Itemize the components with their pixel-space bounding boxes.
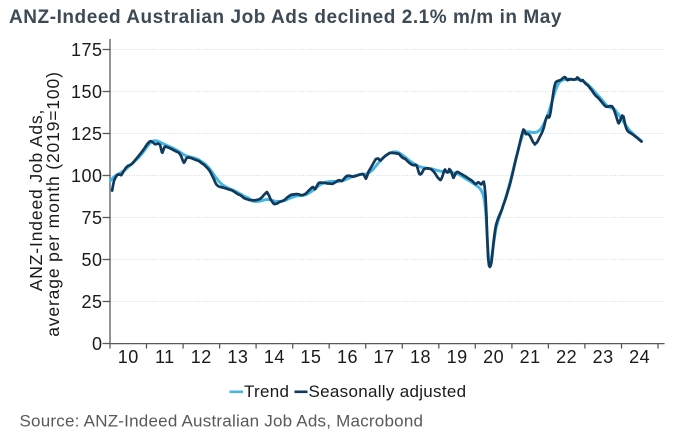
svg-text:100: 100 [71,166,103,186]
svg-text:22: 22 [556,347,577,367]
svg-text:25: 25 [81,292,102,312]
svg-text:17: 17 [373,347,394,367]
svg-text:12: 12 [191,347,212,367]
svg-text:18: 18 [410,347,431,367]
svg-text:16: 16 [337,347,358,367]
svg-text:average per month (2019=100): average per month (2019=100) [43,71,63,337]
svg-text:175: 175 [71,40,103,60]
svg-text:50: 50 [81,250,102,270]
svg-text:10: 10 [118,347,139,367]
svg-text:Source: ANZ-Indeed Australian: Source: ANZ-Indeed Australian Job Ads, M… [20,411,424,430]
svg-text:24: 24 [629,347,650,367]
svg-text:14: 14 [264,347,285,367]
svg-text:21: 21 [520,347,541,367]
svg-text:0: 0 [92,334,103,354]
svg-text:23: 23 [593,347,614,367]
svg-text:ANZ-Indeed Job Ads,: ANZ-Indeed Job Ads, [26,109,46,292]
svg-text:Seasonally adjusted: Seasonally adjusted [309,382,467,401]
svg-text:19: 19 [447,347,468,367]
svg-text:Trend: Trend [244,382,289,401]
svg-text:13: 13 [227,347,248,367]
svg-text:20: 20 [483,347,504,367]
svg-text:125: 125 [71,124,103,144]
svg-text:11: 11 [155,347,175,367]
svg-text:75: 75 [81,208,102,228]
svg-text:15: 15 [300,347,321,367]
svg-text:150: 150 [71,82,103,102]
